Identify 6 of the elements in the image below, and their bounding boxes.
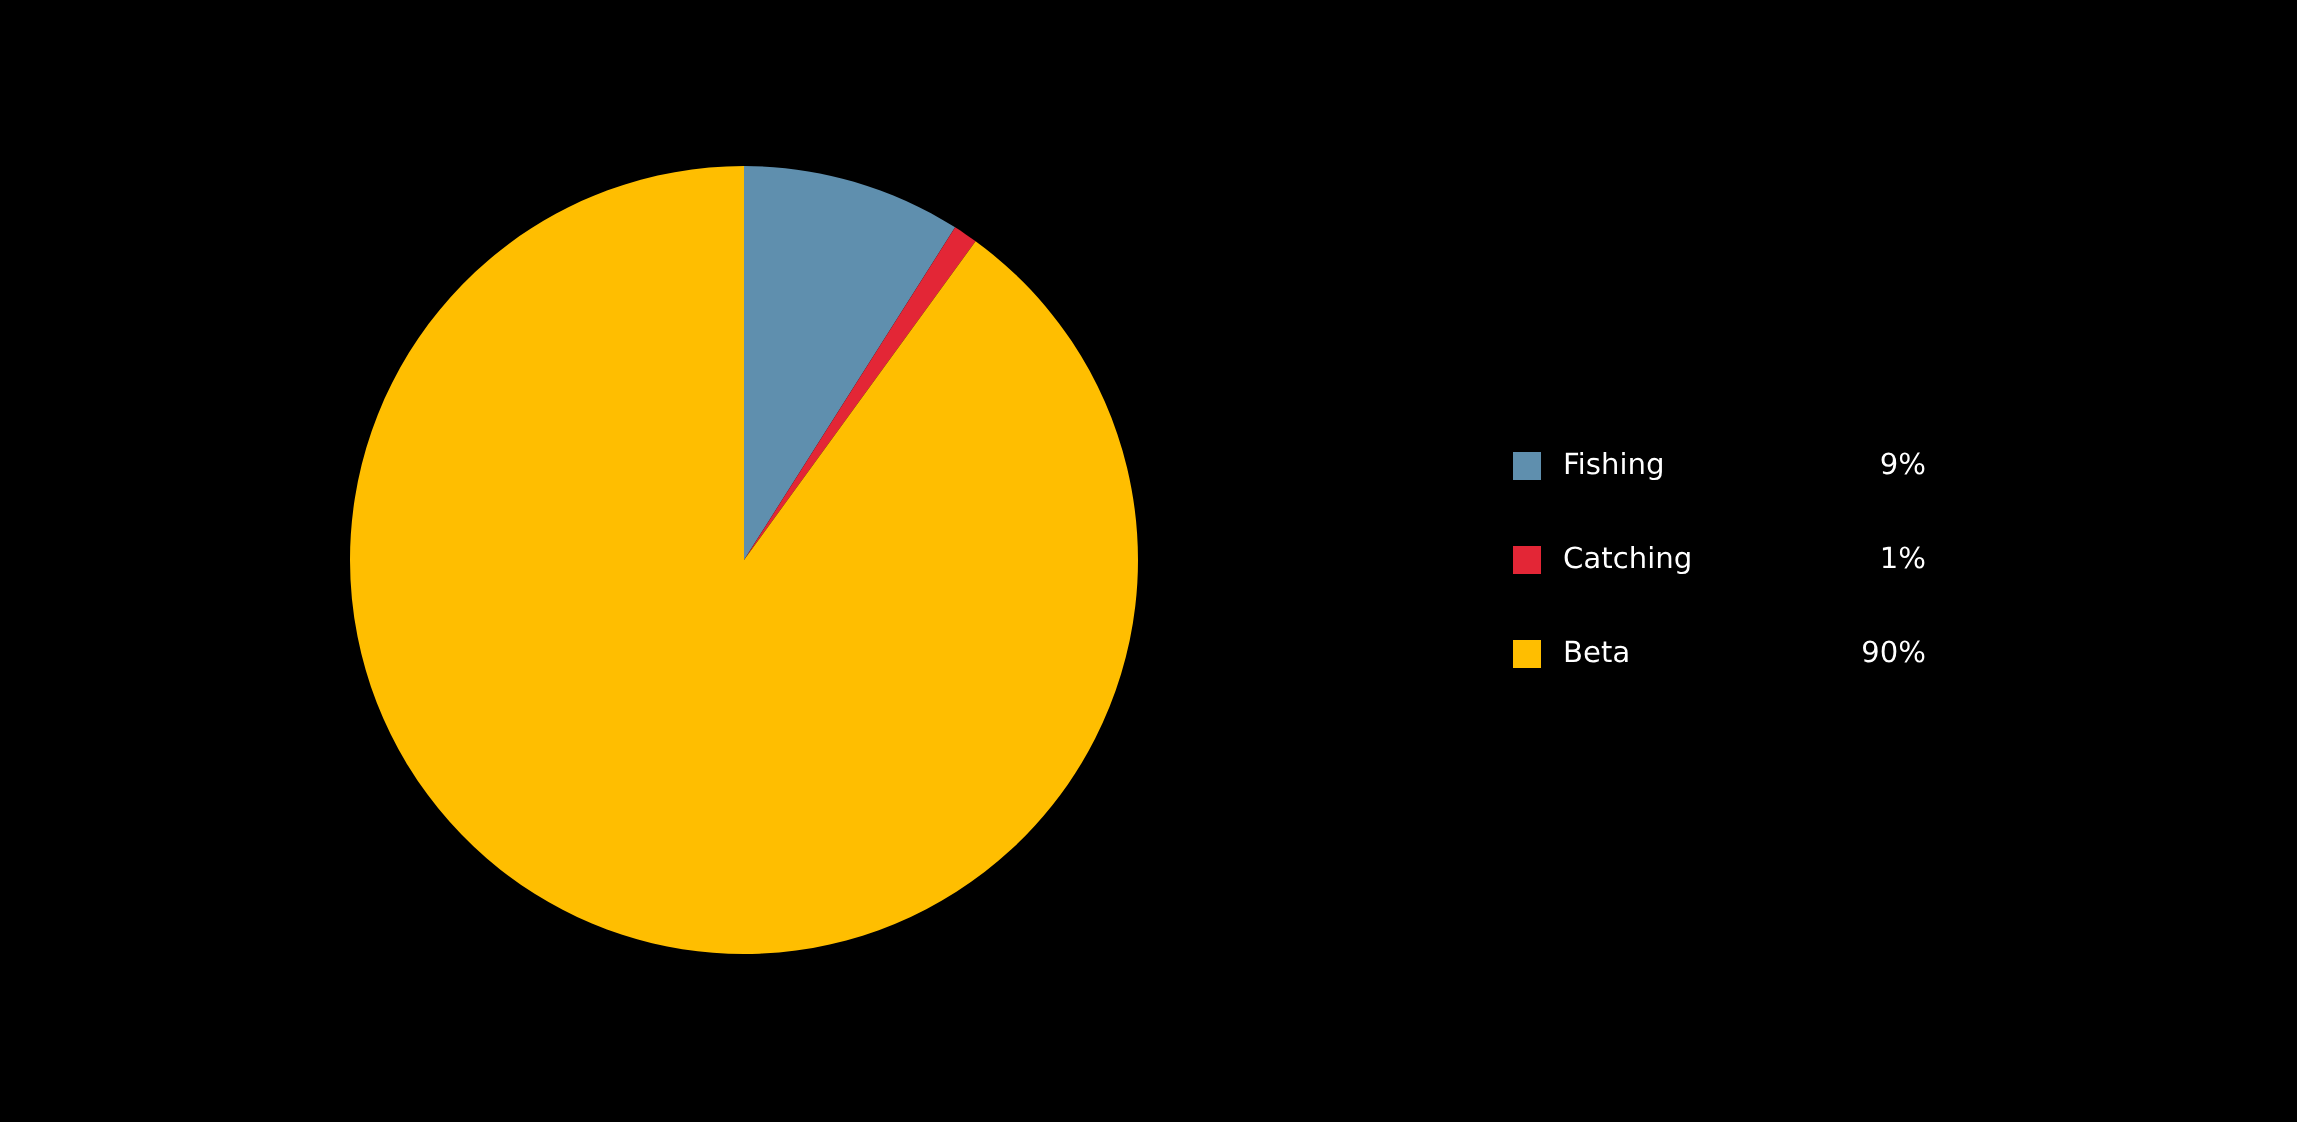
data-label: 9% (1881, 452, 1925, 475)
legend-label: Catching (1564, 545, 1690, 575)
data-label: 1% (1882, 546, 1925, 569)
data-label: 90% (1863, 640, 1925, 663)
legend-label: Beta (1565, 640, 1628, 663)
legend-label: Fishing (1565, 451, 1662, 481)
